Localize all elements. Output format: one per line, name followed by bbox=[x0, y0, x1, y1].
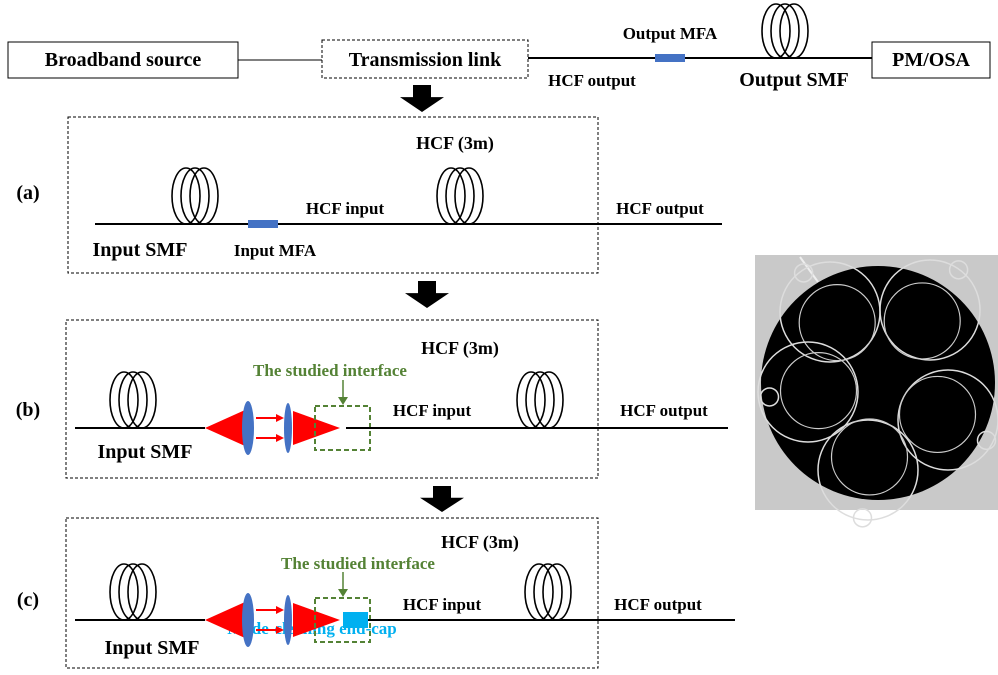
fiber-coil bbox=[110, 372, 138, 428]
beam bbox=[293, 411, 340, 445]
lens bbox=[242, 401, 254, 455]
fiber-coil bbox=[128, 564, 156, 620]
fiber-label: HCF (3m) bbox=[441, 532, 519, 553]
end-cap bbox=[343, 612, 368, 628]
output-mfa-label: Output MFA bbox=[623, 24, 718, 43]
hcf-output-label: HCF output bbox=[548, 71, 636, 90]
fiber-coil bbox=[110, 564, 138, 620]
beam bbox=[205, 410, 245, 446]
meter-label: PM/OSA bbox=[892, 49, 970, 71]
fiber-coil bbox=[128, 372, 156, 428]
beam-arrow-head bbox=[276, 434, 284, 442]
mfa bbox=[248, 220, 278, 228]
panel-label: (b) bbox=[16, 399, 40, 421]
fiber-coil bbox=[771, 4, 799, 58]
fiber-coil bbox=[526, 372, 554, 428]
fiber-coil bbox=[517, 372, 545, 428]
fiber-coil bbox=[437, 168, 465, 224]
hcf-output-label: HCF output bbox=[614, 595, 702, 614]
input-smf-label: Input SMF bbox=[104, 637, 199, 659]
page: Broadband source Transmission link Outpu… bbox=[0, 0, 998, 675]
fiber-coil bbox=[119, 564, 147, 620]
source-label: Broadband source bbox=[45, 49, 202, 71]
fiber-coil bbox=[543, 564, 571, 620]
output-smf-label: Output SMF bbox=[739, 69, 848, 91]
fiber-label: HCF (3m) bbox=[421, 338, 499, 359]
hcf-output-label: HCF output bbox=[620, 401, 708, 420]
link-label: Transmission link bbox=[349, 49, 502, 71]
fiber-coil bbox=[181, 168, 209, 224]
interface-label: The studied interface bbox=[253, 361, 407, 380]
fiber-coil bbox=[119, 372, 147, 428]
fiber-coil bbox=[172, 168, 200, 224]
diagram: Broadband source Transmission link Outpu… bbox=[0, 0, 998, 675]
fiber-coil bbox=[762, 4, 790, 58]
flow-arrow bbox=[405, 281, 449, 308]
fiber-label: HCF (3m) bbox=[416, 133, 494, 154]
input-smf-label: Input SMF bbox=[97, 441, 192, 463]
panel-label: (c) bbox=[17, 589, 39, 611]
flow-arrow bbox=[420, 486, 464, 512]
fiber-coil bbox=[535, 372, 563, 428]
flow-arrow bbox=[400, 85, 444, 112]
panel-label: (a) bbox=[16, 182, 39, 204]
fiber-coil bbox=[534, 564, 562, 620]
lens bbox=[242, 593, 254, 647]
lens bbox=[284, 403, 292, 453]
hcf-output-label: HCF output bbox=[616, 199, 704, 218]
interface-pointer-head bbox=[338, 397, 348, 405]
interface-label: The studied interface bbox=[281, 554, 435, 573]
input-smf-label: Input SMF bbox=[92, 239, 187, 261]
hcf-input-label: HCF input bbox=[306, 199, 385, 218]
input-mfa-label: Input MFA bbox=[234, 241, 317, 260]
fiber-coil bbox=[446, 168, 474, 224]
interface-pointer-head bbox=[338, 589, 348, 597]
beam-arrow-head bbox=[276, 414, 284, 422]
hcf-input-label: HCF input bbox=[403, 595, 482, 614]
hcf-input-label: HCF input bbox=[393, 401, 472, 420]
fiber-coil bbox=[190, 168, 218, 224]
lens bbox=[284, 595, 292, 645]
micrograph-core bbox=[761, 266, 995, 500]
mfa bbox=[655, 54, 685, 62]
beam-arrow-head bbox=[276, 606, 284, 614]
fiber-coil bbox=[780, 4, 808, 58]
fiber-coil bbox=[455, 168, 483, 224]
fiber-coil bbox=[525, 564, 553, 620]
beam bbox=[205, 602, 245, 638]
